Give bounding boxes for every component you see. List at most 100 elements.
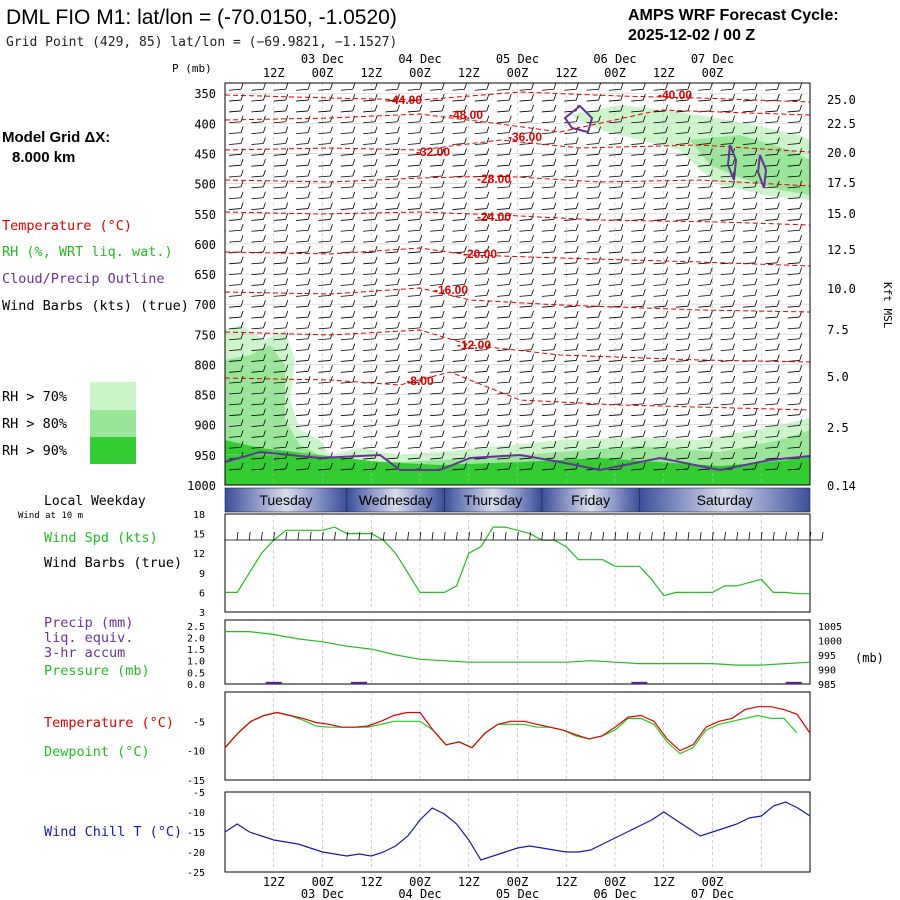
wind-barb: [296, 126, 311, 135]
wind-barb: [720, 191, 736, 200]
wind-barb: [653, 224, 668, 232]
surface-wind-barb: [578, 531, 592, 541]
wind-barb: [519, 289, 534, 297]
pressure-line: [225, 631, 811, 666]
wind-barb: [251, 104, 266, 113]
temp2-label: Temperature (°C): [44, 715, 174, 731]
surface-wind-barb: [237, 531, 251, 541]
wind-barb: [296, 169, 311, 178]
wind-barb: [497, 354, 512, 362]
wind-barb: [675, 234, 691, 243]
wind-barb: [430, 191, 445, 200]
wind-barb: [564, 234, 579, 243]
panel-tick-label: 18: [193, 510, 205, 521]
wind-barb: [519, 93, 534, 102]
wind-barb: [251, 408, 266, 417]
wind-barb: [497, 376, 512, 384]
panel-tick-label: 2.5: [187, 622, 205, 633]
wind-barb: [251, 126, 266, 135]
temperature-contour-label: -8.00: [406, 374, 434, 388]
wind-barb: [273, 430, 289, 438]
wind-barb: [698, 310, 713, 319]
wind-barb: [363, 159, 378, 167]
wind-barb: [497, 202, 512, 210]
wind-barb: [698, 83, 713, 91]
weekday-label: Saturday: [697, 492, 753, 508]
wind-barb: [497, 321, 512, 330]
wind-barb: [273, 332, 289, 341]
wind-barb: [273, 310, 289, 319]
wind-barb: [742, 332, 758, 341]
weekday-cell: [639, 487, 811, 513]
wind-barb: [519, 365, 534, 373]
top-date-tick: 06 Dec: [593, 52, 636, 66]
wind-barb: [474, 408, 490, 417]
wind-barb: [720, 332, 736, 341]
surface-wind-barb: [688, 531, 702, 541]
wind-barb: [474, 224, 490, 232]
pressure-right-tick-label: 990: [818, 665, 836, 676]
wind-barb: [318, 234, 333, 243]
wind-barb: [765, 191, 780, 200]
wind-barb: [273, 213, 289, 221]
panel-tick-label: -15: [187, 776, 205, 787]
wind-barb: [675, 408, 691, 417]
wind-barb: [765, 430, 780, 438]
model-grid-label: Model Grid ΔX:: [2, 129, 110, 146]
surface-wind-barb: [724, 531, 739, 541]
wind-barb: [273, 202, 289, 210]
wind-barb: [251, 169, 266, 178]
surface-wind-barb: [334, 531, 349, 541]
wind-barb: [698, 137, 713, 145]
wind-barb: [765, 278, 780, 286]
surface-wind-barb: [712, 531, 726, 541]
wind-barb: [608, 430, 624, 438]
wind-barb: [430, 376, 445, 384]
wind-barb: [631, 408, 646, 417]
wind-barb: [787, 278, 803, 286]
wind-barb: [363, 386, 378, 395]
wind-barb: [787, 343, 803, 351]
wind-barb: [608, 104, 624, 113]
kft-tick-label: 17.5: [827, 176, 856, 190]
wind-barb: [452, 365, 467, 373]
wind-barb: [363, 256, 378, 265]
wind-barb: [765, 310, 780, 319]
wind-barb: [229, 115, 244, 124]
wind-barb: [296, 234, 311, 243]
wind-barb: [363, 148, 378, 156]
wind-barb: [653, 256, 668, 265]
wind-barb: [229, 213, 244, 221]
wind-barb: [564, 148, 579, 156]
wind-barb: [765, 332, 780, 341]
surface-wind-barb: [651, 531, 665, 541]
wind-barb: [675, 126, 691, 135]
wind-barb: [519, 386, 534, 395]
wind-barb: [608, 321, 624, 330]
wind-barb: [407, 213, 423, 221]
wind-barb: [497, 180, 512, 189]
wind-barb: [474, 191, 490, 200]
temperature-contour: [224, 211, 811, 226]
wind-barb: [363, 354, 378, 362]
top-date-tick: 03 Dec: [301, 52, 344, 66]
wind-barb: [296, 332, 311, 341]
surface-wind-barb: [249, 531, 263, 541]
wind-barb: [363, 365, 378, 373]
wind-barb: [765, 224, 780, 232]
wind-barb: [251, 289, 266, 297]
wind-barb: [340, 408, 356, 417]
wind-barb: [273, 224, 289, 232]
top-date-tick: 05 Dec: [496, 52, 539, 66]
wind-barb: [765, 148, 780, 156]
wind-barb: [787, 289, 803, 297]
wind-barb: [787, 386, 803, 395]
wind-barb: [363, 397, 378, 406]
wind-barb: [586, 354, 601, 362]
wind-barb: [564, 180, 579, 189]
pressure-tick-label: 750: [194, 328, 216, 342]
wind-barb: [608, 137, 624, 145]
wind-barb: [430, 126, 445, 135]
wind-barb: [519, 278, 534, 286]
pressure-right-tick-label: 1005: [818, 622, 842, 633]
